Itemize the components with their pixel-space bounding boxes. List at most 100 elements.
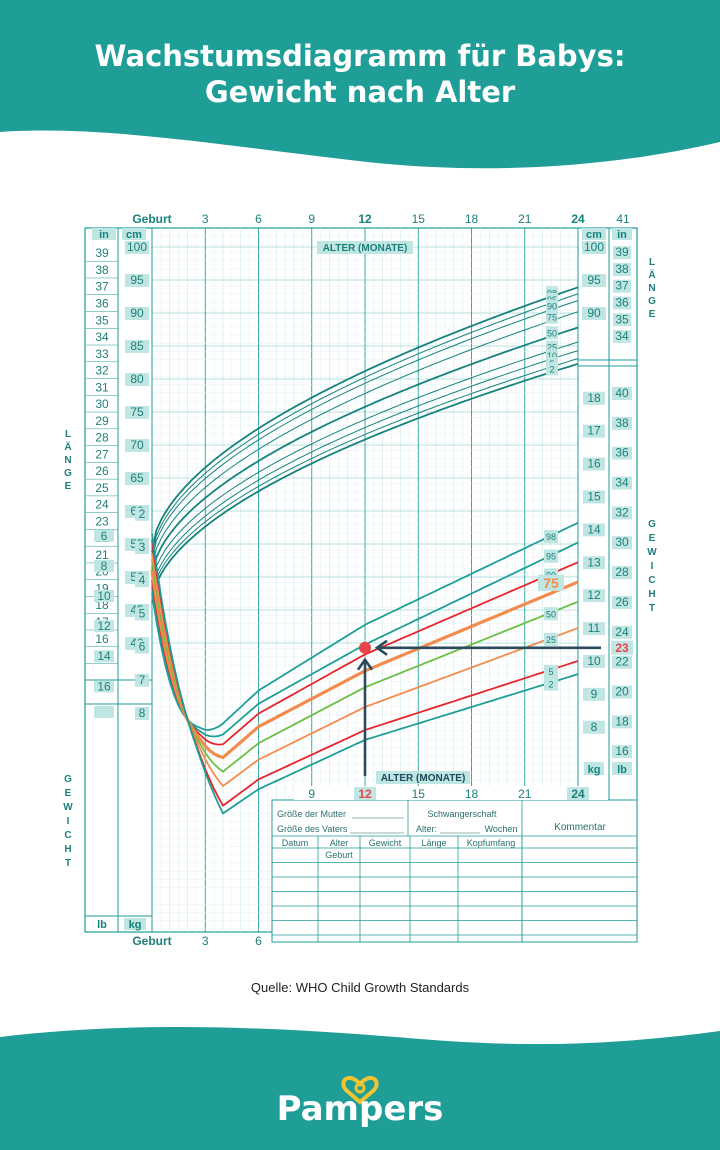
x-tick-bottom: 6 xyxy=(255,934,262,948)
length-curve-p90 xyxy=(151,300,579,562)
length-cm-tick-bg xyxy=(125,241,149,254)
weight-label-right: H xyxy=(648,589,655,600)
weight-kg-tick-bg xyxy=(135,574,149,588)
record-column-header: Länge xyxy=(421,838,446,848)
weight-lb-tick-right: 26 xyxy=(615,595,629,609)
weight-lb-tick-right-bg xyxy=(612,655,632,669)
x-tick-inner: 12 xyxy=(358,787,372,801)
weight-kg-tick: 3 xyxy=(139,540,146,554)
weight-kg-tick-bg xyxy=(135,541,149,554)
unit-kg-left: kg xyxy=(129,919,142,931)
weight-lb-tick: 12 xyxy=(97,619,111,633)
weight-kg-tick-right-bg xyxy=(583,687,605,701)
length-label-right: G xyxy=(648,296,656,307)
x-tick-inner: 21 xyxy=(518,787,532,801)
x-tick-inner: 24 xyxy=(571,787,585,801)
weight-kg-tick-right: 15 xyxy=(587,489,601,503)
unit-kg-right: kg xyxy=(588,764,601,776)
x-tick-bottom: 3 xyxy=(202,934,209,948)
weight-kg-tick-bg xyxy=(135,673,149,687)
weight-percentile-label: 95 xyxy=(546,552,556,562)
weight-lb-tick-bg xyxy=(94,620,114,633)
length-percentile-label: 25 xyxy=(547,343,557,353)
length-cm-tick-bg xyxy=(125,472,149,485)
length-label-right: N xyxy=(648,283,655,294)
length-in-tick: 33 xyxy=(95,347,109,361)
length-cm-tick-bg xyxy=(125,307,149,320)
x-tick-top: 3 xyxy=(202,212,209,226)
length-curve-p95 xyxy=(151,293,579,558)
weight-curve-p90 xyxy=(151,561,579,746)
length-in-tick-right-bg xyxy=(613,330,631,344)
annotation-age-arrowhead xyxy=(356,657,374,671)
weight-curve-p98 xyxy=(151,521,579,731)
weight-kg-tick-right: 10 xyxy=(587,654,601,668)
length-in-tick-right: 36 xyxy=(615,295,629,309)
weight-kg-tick-right-bg xyxy=(583,589,605,603)
weight-lb-tick-right: 24 xyxy=(615,625,629,639)
weight-percentile-label: 50 xyxy=(546,609,556,619)
weight-lb-tick: 10 xyxy=(97,589,111,603)
weight-lb-tick-bg xyxy=(94,589,114,602)
weight-lb-tick-right-bg xyxy=(612,745,632,759)
weight-lb-tick-bg xyxy=(94,680,114,693)
length-label-right: Ä xyxy=(648,268,655,281)
unit-in-right-bg xyxy=(612,228,632,240)
length-cm-tick-right-bg xyxy=(582,241,606,254)
length-percentile-label-bg xyxy=(546,362,558,376)
weight-lb-tick: 14 xyxy=(97,649,111,663)
length-label-right: L xyxy=(649,257,655,268)
length-cm-tick-right: 100 xyxy=(584,240,604,254)
length-cm-tick-right: 90 xyxy=(587,306,601,320)
weight-kg-tick-bg xyxy=(135,707,149,720)
length-in-tick: 35 xyxy=(95,313,109,327)
weight-lb-tick-bg xyxy=(94,529,114,542)
weight-lb-tick-right: 32 xyxy=(615,505,629,519)
weight-label-right: E xyxy=(649,533,656,544)
weight-lb-tick-right: 18 xyxy=(615,714,629,728)
length-in-tick: 39 xyxy=(95,246,109,260)
x-axis-label-top-bg xyxy=(317,241,413,254)
footer-banner xyxy=(0,1027,720,1150)
unit-kg-left-bg xyxy=(124,918,146,930)
weight-label-left: H xyxy=(64,844,71,855)
length-in-tick: 27 xyxy=(95,447,109,461)
length-in-tick: 37 xyxy=(95,280,109,294)
weight-percentile-label: 2 xyxy=(548,680,553,690)
length-cm-tick: 65 xyxy=(130,471,144,485)
length-curve-p5 xyxy=(151,358,579,599)
weight-percentile-label-bg xyxy=(538,574,564,591)
weight-kg-tick-right: 17 xyxy=(587,424,601,438)
weight-lb-tick: 16 xyxy=(97,679,111,693)
length-cm-tick-right: 95 xyxy=(587,273,601,287)
length-cm-tick: 70 xyxy=(130,438,144,452)
weight-percentile-label-bg xyxy=(544,664,558,678)
weight-kg-tick-right-bg xyxy=(583,556,605,570)
header-banner xyxy=(0,0,720,169)
weight-percentile-label-bg xyxy=(544,607,558,621)
weight-lb-tick-empty xyxy=(94,706,114,718)
unit-in-left: in xyxy=(99,229,109,241)
weight-label-right: C xyxy=(648,575,655,586)
weight-kg-tick-right-bg xyxy=(583,391,605,405)
length-curve-p10 xyxy=(151,350,579,594)
weight-lb-tick-right-bg xyxy=(612,506,632,520)
inner-axis-band xyxy=(294,786,608,800)
length-percentile-label-bg xyxy=(546,299,558,313)
weight-kg-tick: 5 xyxy=(139,606,146,620)
length-cm-tick: 95 xyxy=(130,273,144,287)
unit-kg-right-bg xyxy=(584,762,604,775)
weight-lb-tick-right-bg xyxy=(612,685,632,699)
weight-percentile-label-bg xyxy=(544,549,558,563)
weight-lb-tick-right: 22 xyxy=(615,655,629,669)
weight-kg-tick-bg xyxy=(135,607,149,621)
weight-percentile-label-bg xyxy=(544,632,558,646)
x-tick-top: 6 xyxy=(255,212,262,226)
logo-wordmark: Pampers xyxy=(277,1089,444,1129)
length-cm-tick: 85 xyxy=(130,339,144,353)
weight-label-right: W xyxy=(647,547,657,558)
weight-lb-tick-right: 28 xyxy=(615,565,629,579)
record-column-header: Gewicht xyxy=(369,838,402,848)
x-tick-top-extra: 41 xyxy=(616,212,630,226)
